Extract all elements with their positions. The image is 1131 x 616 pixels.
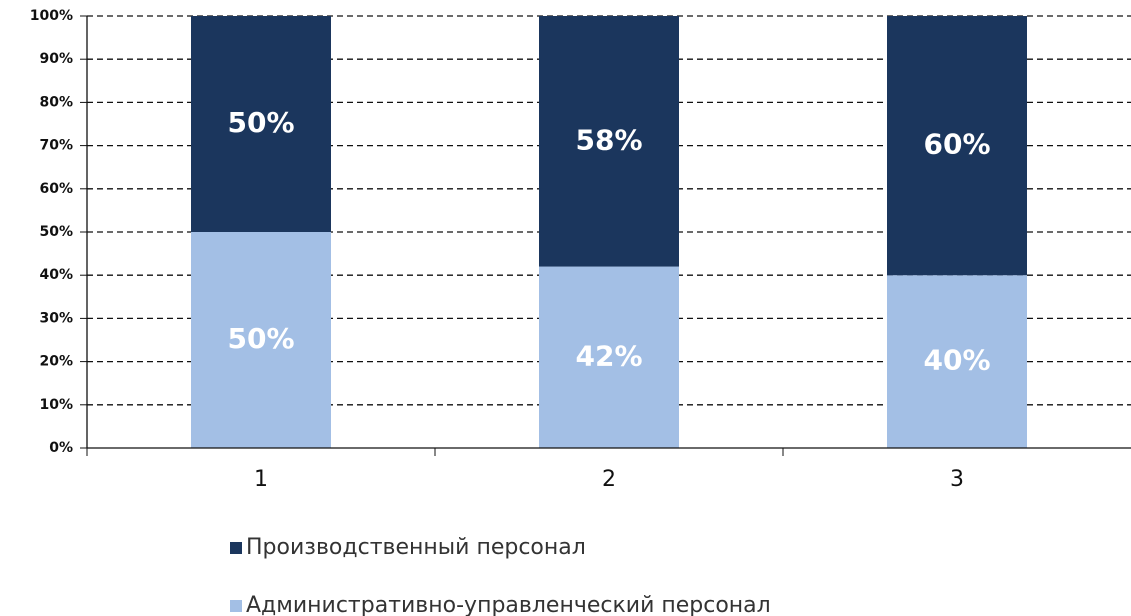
x-tick-label: 1	[254, 467, 268, 492]
legend-label: Административно-управленческий персонал	[246, 593, 771, 616]
legend-swatch	[230, 600, 242, 612]
data-label: 60%	[923, 128, 990, 161]
y-tick-label: 80%	[39, 94, 73, 110]
data-label: 58%	[575, 123, 642, 156]
bar-segment	[539, 266, 679, 448]
y-tick-label: 60%	[39, 181, 73, 197]
legend-swatch	[230, 542, 242, 554]
x-tick-label: 3	[950, 467, 964, 492]
bar-segment	[539, 16, 679, 267]
y-tick-label: 20%	[39, 354, 73, 370]
bar-segment	[887, 16, 1027, 276]
y-tick-label: 10%	[39, 397, 73, 413]
y-tick-label: 40%	[39, 267, 73, 283]
bar-segment	[191, 232, 331, 448]
legend-label: Производственный персонал	[246, 535, 586, 560]
y-tick-label: 70%	[39, 138, 73, 154]
y-tick-label: 50%	[39, 224, 73, 240]
data-label: 50%	[227, 322, 294, 355]
y-tick-label: 100%	[30, 8, 73, 24]
bar-segment	[191, 16, 331, 232]
x-tick-label: 2	[602, 467, 616, 492]
data-label: 42%	[575, 339, 642, 372]
y-tick-label: 0%	[49, 440, 73, 456]
y-tick-label: 90%	[39, 51, 73, 67]
data-label: 40%	[923, 344, 990, 377]
data-label: 50%	[227, 106, 294, 139]
y-tick-label: 30%	[39, 310, 73, 326]
bar-segment	[887, 275, 1027, 448]
